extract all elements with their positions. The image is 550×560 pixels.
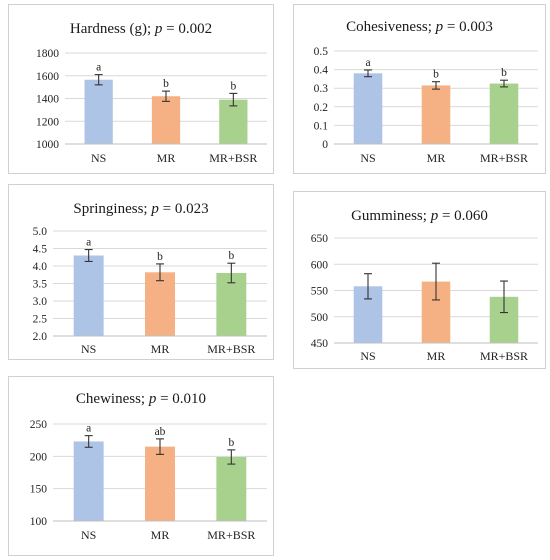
- chart-title: Cohesiveness; p = 0.003: [346, 19, 493, 35]
- chart-title-main: Gumminess;: [351, 208, 431, 224]
- x-category-label: MR+BSR: [480, 349, 528, 363]
- bar-ns: [73, 255, 104, 336]
- chart-title-main: Cohesiveness;: [346, 19, 436, 35]
- y-tick-label: 1200: [36, 116, 59, 128]
- x-category-label: MR+BSR: [209, 151, 257, 165]
- bar-ns: [84, 79, 113, 144]
- y-tick-label: 1800: [36, 48, 59, 60]
- y-tick-label: 100: [30, 516, 48, 528]
- chart-title-p: p: [150, 201, 159, 217]
- y-tick-label: 1000: [36, 139, 59, 151]
- bar-mr-bsr: [216, 273, 247, 336]
- bar-mr-bsr: [489, 83, 519, 144]
- chart-title: Gumminess; p = 0.060: [351, 208, 488, 224]
- significance-letter: b: [228, 250, 234, 262]
- chart-title: Springiness; p = 0.023: [73, 201, 208, 217]
- chart-title-p-value: = 0.023: [159, 201, 209, 217]
- y-tick-label: 0.3: [314, 83, 329, 95]
- x-category-label: NS: [91, 151, 106, 165]
- y-tick-label: 1600: [36, 71, 59, 83]
- significance-letter: b: [433, 69, 439, 81]
- x-category-label: MR+BSR: [207, 342, 255, 356]
- chart-svg: Gumminess; p = 0.060 450 500 550 600 650 NS MR M…: [311, 208, 538, 363]
- y-tick-label: 0.4: [314, 65, 329, 77]
- chart-title: Chewiness; p = 0.010: [76, 391, 206, 407]
- chart-title-main: Hardness (g);: [70, 21, 155, 37]
- x-category-label: MR: [427, 151, 446, 165]
- significance-letter: b: [163, 78, 169, 90]
- significance-letter: a: [86, 423, 91, 435]
- chart-title-p: p: [430, 208, 439, 224]
- bar-mr-bsr: [216, 456, 247, 521]
- bar-mr: [151, 96, 181, 144]
- y-tick-label: 150: [30, 484, 48, 496]
- chart-title-p-value: = 0.003: [443, 19, 493, 35]
- x-category-label: MR: [157, 151, 176, 165]
- bar-mr: [145, 446, 175, 521]
- x-category-label: MR: [151, 528, 170, 542]
- chart-title-p-value: = 0.060: [438, 208, 488, 224]
- y-tick-label: 0.5: [314, 46, 329, 58]
- x-category-label: MR: [427, 349, 446, 363]
- chart-title: Hardness (g); p = 0.002: [70, 21, 212, 37]
- y-tick-label: 3.5: [33, 279, 48, 291]
- gumminess-chart-panel: Gumminess; p = 0.060 450 500 550 600 650 NS MR M…: [293, 191, 546, 369]
- chart-title-p: p: [148, 391, 157, 407]
- y-tick-label: 600: [311, 259, 329, 271]
- y-tick-label: 0: [322, 139, 328, 151]
- chart-svg: Chewiness; p = 0.010 100 150 200 250 a NS ab MR b…: [30, 391, 267, 542]
- y-tick-label: 0.1: [314, 120, 329, 132]
- bar-mr: [145, 272, 175, 336]
- y-tick-label: 4.0: [33, 261, 48, 273]
- significance-letter: b: [228, 437, 234, 449]
- x-category-label: NS: [81, 528, 96, 542]
- chart-svg: Cohesiveness; p = 0.003 0 0.1 0.2 0.3 0.4 0.5 a…: [314, 19, 538, 165]
- significance-letter: a: [96, 62, 101, 74]
- y-tick-label: 5.0: [33, 226, 48, 238]
- significance-letter: ab: [155, 426, 166, 438]
- chart-svg: Hardness (g); p = 0.002 1000 1200 1400 1600 1…: [36, 21, 267, 165]
- chewiness-chart-panel: Chewiness; p = 0.010 100 150 200 250 a NS ab MR b…: [8, 376, 274, 556]
- springiness-chart-panel: Springiness; p = 0.023 2.0 2.5 3.0 3.5 4.0 4.5…: [8, 184, 274, 360]
- bar-mr-bsr: [219, 99, 248, 144]
- y-tick-label: 200: [30, 451, 48, 463]
- y-tick-label: 550: [311, 286, 329, 298]
- bar-ns: [73, 441, 104, 521]
- y-tick-label: 250: [30, 419, 48, 431]
- chart-title-p-value: = 0.010: [156, 391, 206, 407]
- x-category-label: NS: [360, 151, 375, 165]
- y-tick-label: 3.0: [33, 296, 48, 308]
- chart-title-p: p: [435, 19, 444, 35]
- y-tick-label: 0.2: [314, 102, 329, 114]
- chart-svg: Springiness; p = 0.023 2.0 2.5 3.0 3.5 4.0 4.5…: [33, 201, 267, 356]
- chart-title-main: Chewiness;: [76, 391, 149, 407]
- chart-title-p: p: [154, 21, 163, 37]
- y-tick-label: 4.5: [33, 244, 48, 256]
- y-tick-label: 1400: [36, 94, 59, 106]
- hardness-chart-panel: Hardness (g); p = 0.002 1000 1200 1400 1600 1…: [8, 4, 274, 174]
- x-category-label: NS: [360, 349, 375, 363]
- bar-ns: [353, 73, 383, 144]
- significance-letter: b: [230, 80, 236, 92]
- y-tick-label: 2.0: [33, 331, 48, 343]
- x-category-label: MR: [151, 342, 170, 356]
- significance-letter: b: [157, 251, 163, 263]
- chart-title-p-value: = 0.002: [162, 21, 212, 37]
- cohesiveness-chart-panel: Cohesiveness; p = 0.003 0 0.1 0.2 0.3 0.4 0.5 a…: [293, 4, 546, 174]
- y-tick-label: 650: [311, 233, 329, 245]
- y-tick-label: 500: [311, 312, 329, 324]
- x-category-label: MR+BSR: [480, 151, 528, 165]
- chart-title-main: Springiness;: [73, 201, 151, 217]
- x-category-label: NS: [81, 342, 96, 356]
- x-category-label: MR+BSR: [207, 528, 255, 542]
- bar-mr: [421, 85, 451, 144]
- significance-letter: a: [86, 237, 91, 249]
- significance-letter: a: [365, 57, 370, 69]
- y-tick-label: 450: [311, 338, 329, 350]
- y-tick-label: 2.5: [33, 314, 48, 326]
- significance-letter: b: [501, 67, 507, 79]
